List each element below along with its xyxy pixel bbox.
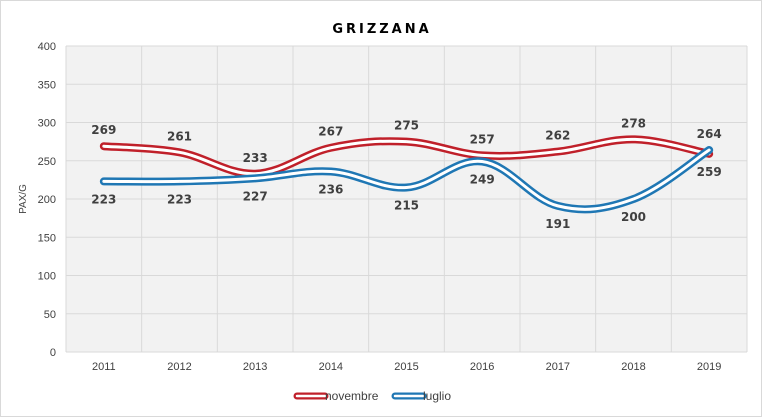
- y-axis-ticks: 0 50 100 150 200 250 300 350 400: [38, 41, 56, 359]
- data-label-luglio: 191: [545, 217, 570, 231]
- data-label-luglio: 227: [243, 189, 268, 203]
- x-tick-label: 2011: [92, 361, 116, 373]
- data-label-novembre: 257: [470, 132, 495, 146]
- data-label-novembre: 278: [621, 116, 646, 130]
- y-tick-label: 200: [38, 194, 56, 206]
- x-tick-label: 2012: [167, 361, 191, 373]
- data-label-luglio: 249: [470, 173, 495, 187]
- data-label-novembre: 262: [545, 129, 570, 143]
- y-tick-label: 100: [38, 271, 56, 283]
- legend-label: luglio: [423, 389, 451, 403]
- y-tick-label: 300: [38, 118, 56, 130]
- data-label-novembre: 275: [394, 119, 419, 133]
- data-label-novembre: 233: [243, 151, 268, 165]
- legend-item-novembre: novembre: [297, 389, 379, 403]
- legend: novembre luglio: [297, 389, 451, 403]
- legend-label: novembre: [325, 389, 379, 403]
- data-label-luglio: 215: [394, 199, 419, 213]
- data-label-luglio: 223: [91, 192, 116, 206]
- y-axis-label: PAX/G: [18, 184, 29, 214]
- y-tick-label: 0: [50, 347, 56, 359]
- data-label-luglio: 223: [167, 192, 192, 206]
- x-tick-label: 2016: [470, 361, 494, 373]
- data-label-luglio: 236: [318, 182, 343, 196]
- y-tick-label: 350: [38, 79, 56, 91]
- x-tick-label: 2015: [394, 361, 418, 373]
- data-label-novembre: 259: [697, 165, 722, 179]
- data-label-novembre: 261: [167, 129, 192, 143]
- y-tick-label: 150: [38, 232, 56, 244]
- y-tick-label: 50: [44, 309, 56, 321]
- y-tick-label: 400: [38, 41, 56, 53]
- data-label-luglio: 264: [697, 127, 722, 141]
- x-tick-label: 2014: [319, 361, 343, 373]
- chart-title: GRIZZANA: [332, 22, 431, 37]
- x-tick-label: 2013: [243, 361, 267, 373]
- data-label-novembre: 267: [318, 125, 343, 139]
- data-label-novembre: 269: [91, 123, 116, 137]
- y-tick-label: 250: [38, 156, 56, 168]
- data-label-luglio: 200: [621, 210, 646, 224]
- x-tick-label: 2018: [621, 361, 645, 373]
- x-tick-label: 2017: [546, 361, 570, 373]
- legend-item-luglio: luglio: [395, 389, 451, 403]
- x-axis-ticks: 2011 2012 2013 2014 2015 2016 2017 2018 2019: [92, 361, 721, 373]
- x-tick-label: 2019: [697, 361, 721, 373]
